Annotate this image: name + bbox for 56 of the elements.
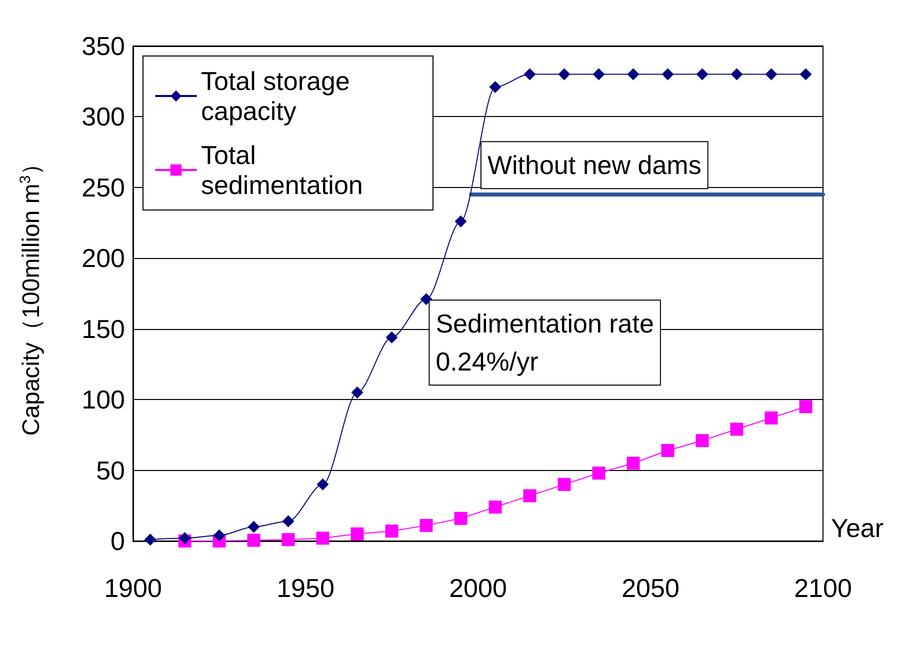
x-tick-label: 1950 <box>276 573 334 603</box>
point <box>523 489 536 502</box>
point <box>696 434 709 448</box>
x-axis-title: Year <box>831 513 884 543</box>
point <box>350 527 364 540</box>
point <box>488 500 502 514</box>
point <box>282 515 294 528</box>
point <box>661 444 674 457</box>
legend-label: Total storage capacity <box>201 66 358 126</box>
y-tick-label: 300 <box>82 102 125 132</box>
point <box>662 68 674 80</box>
legend-label: Total sedimentation <box>201 140 363 200</box>
point <box>316 478 329 490</box>
point <box>696 68 708 80</box>
y-tick-label: 150 <box>82 314 125 344</box>
point <box>626 456 640 470</box>
point <box>730 422 744 436</box>
point <box>627 68 640 80</box>
point <box>764 411 778 424</box>
point <box>420 293 432 306</box>
point <box>558 68 570 80</box>
point <box>386 331 398 344</box>
y-tick-label: 50 <box>96 455 125 486</box>
point <box>316 532 330 545</box>
point <box>592 68 605 80</box>
y-tick-label: 350 <box>82 31 125 61</box>
point <box>730 68 743 80</box>
x-tick-label: 2050 <box>622 573 680 603</box>
point <box>351 386 364 398</box>
point <box>800 68 812 80</box>
annotation: Sedimentation rate 0.24%/yr <box>436 308 654 377</box>
point <box>765 68 778 80</box>
x-tick-label: 2100 <box>794 573 852 603</box>
point <box>454 512 468 525</box>
point <box>282 533 295 546</box>
point <box>489 81 502 94</box>
y-tick-label: 100 <box>82 384 125 415</box>
point <box>799 400 812 414</box>
point <box>454 215 467 228</box>
x-tick-label: 1900 <box>104 573 162 603</box>
annotation: Without new dams <box>487 150 702 180</box>
y-tick-label: 0 <box>110 526 125 556</box>
point <box>247 534 260 547</box>
point <box>524 68 536 80</box>
point <box>144 534 156 546</box>
point <box>178 532 191 544</box>
point <box>213 529 226 542</box>
point <box>248 520 260 533</box>
point <box>592 466 606 480</box>
y-tick-label: 250 <box>82 172 125 202</box>
x-tick-label: 2000 <box>449 573 507 603</box>
point <box>385 524 398 538</box>
point <box>420 518 433 532</box>
y-tick-label: 200 <box>82 243 125 274</box>
y-axis-title: Capacity（100million m3） <box>17 151 45 436</box>
point <box>558 478 571 491</box>
